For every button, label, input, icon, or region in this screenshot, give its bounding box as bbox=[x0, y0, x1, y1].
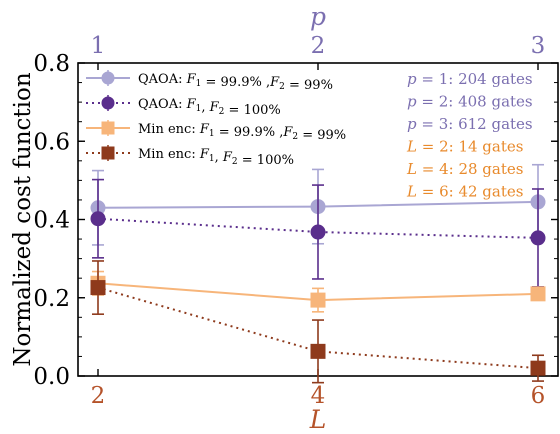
legend-entry-1: QAOA: F1, F2 = 100% bbox=[86, 95, 281, 118]
data-point bbox=[90, 280, 106, 296]
data-point bbox=[310, 292, 326, 308]
legend-marker bbox=[101, 71, 115, 85]
legend-label: Min enc: F1 = 99.9% ,F2 = 99% bbox=[138, 122, 346, 143]
series-1 bbox=[90, 178, 546, 288]
x-bottom-tick-label: 4 bbox=[311, 383, 326, 409]
legend-entry-0: QAOA: F1 = 99.9% ,F2 = 99% bbox=[86, 70, 333, 93]
x-top-tick-label: 2 bbox=[311, 33, 326, 59]
legend-marker bbox=[101, 96, 115, 110]
data-point bbox=[310, 343, 326, 359]
x-top-tick-label: 3 bbox=[531, 33, 546, 59]
legend-marker bbox=[101, 146, 115, 160]
legend-label: QAOA: F1, F2 = 100% bbox=[138, 97, 281, 118]
data-point bbox=[530, 360, 546, 376]
gate-annotation: L = 2: 14 gates bbox=[406, 138, 523, 156]
gate-annotation: p = 3: 612 gates bbox=[407, 115, 533, 133]
series-3 bbox=[90, 260, 546, 384]
data-point bbox=[530, 230, 546, 246]
gate-annotation: L = 6: 42 gates bbox=[406, 183, 523, 201]
series-layer bbox=[90, 163, 546, 384]
y-axis-label: Normalized cost function bbox=[10, 72, 36, 367]
data-point bbox=[90, 211, 106, 227]
y-tick-label: 0.8 bbox=[33, 51, 70, 77]
series-line bbox=[97, 217, 539, 239]
legend-label: QAOA: F1 = 99.9% ,F2 = 99% bbox=[138, 72, 333, 93]
legend-marker bbox=[101, 121, 115, 135]
y-tick-label: 0.2 bbox=[33, 286, 70, 312]
y-tick-label: 0.0 bbox=[33, 364, 70, 390]
gate-annotation: p = 2: 408 gates bbox=[407, 93, 533, 111]
gate-annotations: p = 1: 204 gates p = 2: 408 gates p = 3: 6… bbox=[406, 70, 533, 201]
legend-entry-3: Min enc: F1, F2 = 100% bbox=[86, 145, 294, 168]
data-point bbox=[310, 224, 326, 240]
x-bottom-axis-label: L bbox=[309, 405, 327, 434]
x-bottom-tick-label: 2 bbox=[91, 383, 106, 409]
legend-entry-2: Min enc: F1 = 99.9% ,F2 = 99% bbox=[86, 120, 346, 143]
gate-annotation: L = 4: 28 gates bbox=[406, 160, 523, 178]
legend-label: Min enc: F1, F2 = 100% bbox=[138, 147, 294, 168]
legend: QAOA: F1 = 99.9% ,F2 = 99% QAOA: F1, F2 =… bbox=[86, 70, 346, 168]
gate-annotation: p = 1: 204 gates bbox=[407, 70, 533, 88]
data-point bbox=[530, 286, 546, 302]
x-top-axis-label: p bbox=[310, 2, 326, 31]
x-bottom-tick-label: 6 bbox=[531, 383, 546, 409]
x-top-tick-label: 1 bbox=[91, 33, 106, 59]
y-tick-label: 0.4 bbox=[33, 208, 70, 234]
y-tick-label: 0.6 bbox=[33, 129, 70, 155]
